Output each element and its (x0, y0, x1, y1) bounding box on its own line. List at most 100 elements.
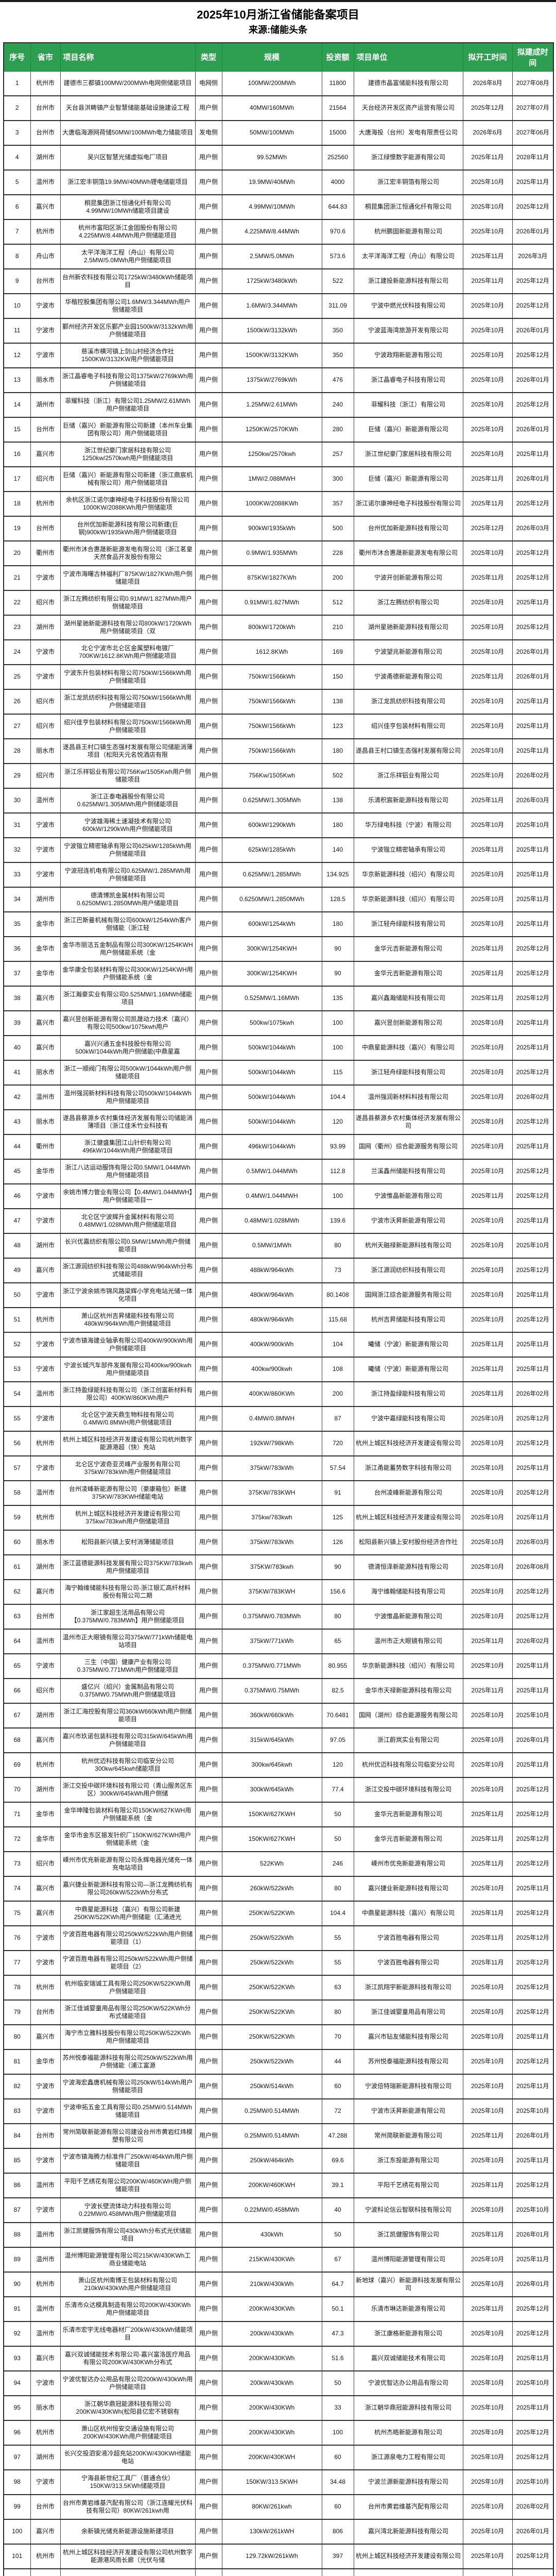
cell-city: 金华市 (30, 961, 61, 987)
cell-type: 用户侧 (195, 1826, 222, 1852)
cell-invest: 104.4 (321, 1084, 354, 1110)
cell-city: 台州市 (30, 268, 61, 294)
cell-type: 用户侧 (195, 565, 222, 591)
cell-unit: 浙江轻舟绿能科技有限公司 (353, 1060, 463, 1086)
cell-invest: 100 (321, 1010, 354, 1036)
cell-seq: 92 (3, 2321, 31, 2347)
cell-scale: 750kW/1566kWh (221, 714, 322, 739)
table-row: 82 宁波市 宁波海宏鑫唐机械有限公司250kW/514kWh用户侧储能项目 用户侧 2… (3, 2074, 554, 2099)
cell-name: 宁波海宏鑫唐机械有限公司250kW/514kWh用户侧储能项目 (60, 2074, 196, 2099)
cell-invest: 246 (321, 1851, 354, 1877)
cell-name: 浙江龙凯纺织科技有限公司750kW/1566kWh用户侧储能项目 (60, 689, 196, 715)
cell-type: 用户侧 (195, 738, 222, 764)
table-row: 30 温州市 浙江正泰电器股份有限公司0.625MW/1.305MWh用户侧储能项目… (3, 788, 554, 814)
cell-type: 用户侧 (195, 1604, 222, 1630)
cell-end: 2026年08月 (512, 1554, 554, 1580)
cell-invest: 64.7 (321, 2272, 354, 2297)
cell-city: 嘉兴市 (30, 1579, 61, 1605)
cell-city: 温州市 (30, 170, 61, 195)
cell-name: 浙江左腾纺织有限公司0.91MW/1.827MWh用户侧储能项目 (60, 590, 196, 616)
cell-seq: 46 (3, 1183, 31, 1209)
cell-invest: 125 (321, 1505, 354, 1531)
cell-type: 用户侧 (195, 1802, 222, 1827)
table-row: 15 台州市 巨储（嘉兴）新能源有限公司新建（本州车业集团有限公司）用户侧储能项目用… (3, 417, 554, 443)
cell-city: 丽水市 (30, 367, 61, 393)
cell-scale: 2.5MW/5.0MWh (221, 244, 322, 269)
cell-invest: 522 (321, 268, 354, 294)
cell-type: 用户侧 (195, 1258, 222, 1283)
cell-seq: 59 (3, 1505, 31, 1531)
cell-scale: 1250KW/2570KWh (221, 417, 322, 443)
cell-name: 湖州星驰新能源科技有限公司800kW/1720kWh用户侧储能项目（双 (60, 615, 196, 640)
cell-unit: 浙江建投新能源科技有限公司 (353, 268, 463, 294)
cell-scale: 0.25MW/0.514MWh (221, 2123, 322, 2149)
cell-scale: 40MW/160MWh (221, 95, 322, 121)
cell-invest: 55 (321, 1925, 354, 1951)
cell-city: 金华市 (30, 1826, 61, 1852)
cell-city: 宁波市 (30, 862, 61, 888)
cell-scale: 500kW/1044kWh (221, 1084, 322, 1110)
cell-seq: 3 (3, 120, 31, 146)
cell-unit: 浙江凯健服饰有限公司 (353, 2222, 463, 2248)
cell-type: 用户侧 (195, 2321, 222, 2347)
cell-scale: 1250kw/2570kwh (221, 442, 322, 467)
cell-invest: 200 (321, 565, 354, 591)
cell-end: 2025年12月 (512, 1975, 554, 2001)
table-row: 22 绍兴市 浙江左腾纺织有限公司0.91MW/1.827MWh用户侧储能项目 用户侧… (3, 590, 554, 616)
cell-city: 宁波市 (30, 2469, 61, 2495)
cell-name: 杭州上城区科技经济开发建设有限公司375kw/783kwh用户侧储能项目 (60, 1505, 196, 1531)
cell-start: 2025年11月 (462, 1678, 513, 1704)
cell-seq: 50 (3, 1282, 31, 1308)
cell-seq: 52 (3, 1332, 31, 1358)
cell-invest: 257 (321, 442, 354, 467)
cell-type: 用户侧 (195, 2445, 222, 2470)
cell-seq: 23 (3, 615, 31, 640)
cell-start: 2025年10月 (462, 1530, 513, 1555)
cell-name: 三生（中国）健康产业有限公司0.375MW/0.771MWh用户侧储能项目 (60, 1653, 196, 1679)
cell-unit: 宁波甬德新能源有限公司 (353, 664, 463, 690)
cell-end: 2025年10月 (512, 2197, 554, 2223)
cell-type: 用户侧 (195, 540, 222, 566)
cell-invest: 60 (321, 2494, 354, 2520)
cell-invest: 138 (321, 689, 354, 715)
cell-scale: 756Kw/1505Kwh (221, 763, 322, 789)
cell-end: 2025年12月 (512, 1109, 554, 1135)
page-top-edge (0, 0, 556, 2)
cell-type: 用户侧 (195, 2370, 222, 2396)
cell-type: 用户侧 (195, 2272, 222, 2297)
table-row: 40 嘉兴市 嘉兴兴通五金科技股份有限公司500kW/1044kWh用户侧储能(中鼎… (3, 1035, 554, 1061)
cell-invest: 126 (321, 1530, 354, 1555)
cell-scale: 99.52MWh (221, 145, 322, 171)
table-row: 47 宁波市 北仑区宁波辉升金属材料有限公司0.48MW/1.028MWh用户侧储能… (3, 1208, 554, 1234)
header-row: 序号 省市 项目名称 类型 规模 投资额 项目单位 拟开工时间 拟建成时间 (3, 42, 554, 72)
cell-seq: 22 (3, 590, 31, 616)
cell-name: 宁波长城汽车部件发展有限公司400kw/900kwh用户侧储能项目 (60, 1357, 196, 1382)
cell-end: 2025年10月 (512, 2469, 554, 2495)
cell-name: 宁波冠连机电有限公司0.625MW/1.285MWh用户侧储能项目 (60, 862, 196, 888)
cell-invest: 100 (321, 1035, 354, 1061)
cell-scale: 0.525MW/1.16MWh (221, 986, 322, 1011)
cell-type: 用户侧 (195, 293, 222, 319)
cell-scale: 200kW/430kWh (221, 2370, 322, 2396)
cell-unit: 温州博阳能源管理有限公司 (353, 2247, 463, 2273)
table-row: 83 宁波市 宁波申拓五金工具有限公司0.25MW/0.514MWh储能项目 用户侧 0… (3, 2098, 554, 2124)
cell-unit: 菲耀科技（浙江）有限公司 (353, 392, 463, 418)
cell-invest: 128.5 (321, 887, 354, 912)
cell-type: 用户侧 (195, 1134, 222, 1160)
cell-type: 用户侧 (195, 367, 222, 393)
cell-invest: 91 (321, 1480, 354, 1506)
cell-invest: 70.6481 (321, 1703, 354, 1728)
cell-start: 2025年10月 (462, 1505, 513, 1531)
cell-unit: 宁波百胜电器有限公司 (353, 1950, 463, 1976)
cell-scale: 130kW/261kWH (221, 2519, 322, 2545)
cell-type: 用户侧 (195, 1159, 222, 1184)
cell-name: 松阳县新兴镇上安村消薄储能项目 (60, 1530, 196, 1555)
table-row: 77 宁波市 宁波百胜电器有限公司250kW/522kWh用户侧储能项目（2） 用户侧… (3, 1950, 554, 1976)
cell-seq: 86 (3, 2173, 31, 2198)
cell-invest: 63 (321, 1975, 354, 2001)
cell-scale: 375KW/783KWH (221, 1480, 322, 1506)
table-row: 95 丽水市 浙江朝华鼎冠能源科技有限公司200KW/430KWh(松阳县亿宏不锈钢… (3, 2395, 554, 2421)
cell-city: 杭州市 (30, 71, 61, 96)
cell-city: 嘉兴市 (30, 1010, 61, 1036)
cell-start: 2025年11月 (462, 1357, 513, 1382)
